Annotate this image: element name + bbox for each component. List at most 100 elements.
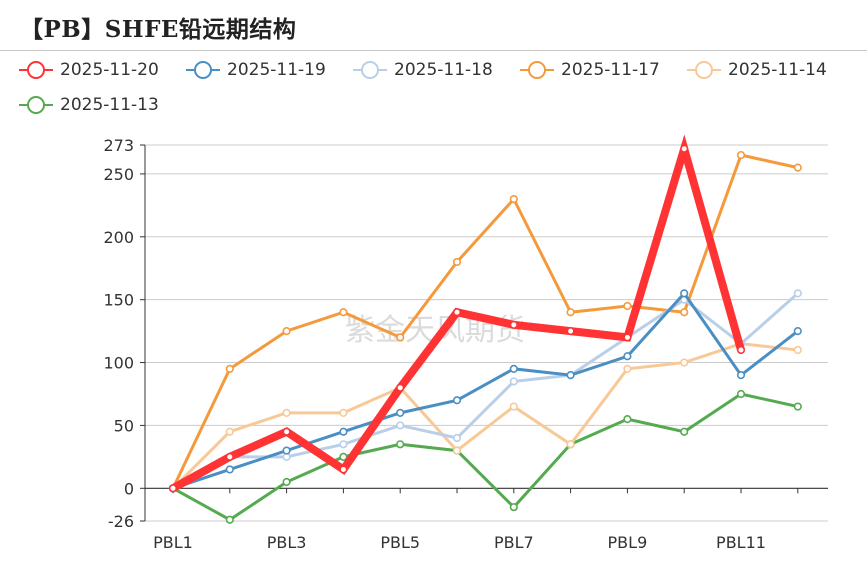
data-point xyxy=(339,452,348,461)
y-tick-label: -26 xyxy=(108,512,134,531)
data-point xyxy=(396,408,405,417)
y-axis: -26 0 50 100 150 200 250 273 xyxy=(103,136,146,531)
data-point xyxy=(339,465,348,474)
data-point xyxy=(452,308,462,317)
data-point xyxy=(225,364,234,373)
data-point xyxy=(793,289,802,298)
data-point xyxy=(282,427,291,436)
legend-label: 2025-11-13 xyxy=(60,95,159,115)
x-tick-label: PBL5 xyxy=(380,533,420,552)
legend-label: 2025-11-19 xyxy=(227,60,326,80)
data-point xyxy=(339,440,348,449)
data-point xyxy=(793,345,802,355)
data-point xyxy=(566,327,575,336)
data-point xyxy=(396,440,405,449)
legend-marker-icon xyxy=(687,61,721,79)
data-point xyxy=(452,433,462,443)
data-point xyxy=(509,503,518,512)
data-point xyxy=(566,440,575,449)
data-point xyxy=(509,402,518,411)
data-point xyxy=(396,383,405,392)
legend-marker-icon xyxy=(520,61,554,79)
data-point xyxy=(282,408,291,417)
data-point xyxy=(396,333,405,342)
legend-label: 2025-11-18 xyxy=(394,60,493,80)
data-point xyxy=(566,308,575,317)
data-point xyxy=(793,163,802,172)
legend-marker-icon xyxy=(353,61,387,79)
legend-item[interactable]: 2025-11-19 xyxy=(185,57,326,83)
data-point xyxy=(282,327,291,336)
legend-label: 2025-11-14 xyxy=(728,60,827,80)
data-point xyxy=(339,308,348,317)
data-point xyxy=(566,371,575,380)
data-point xyxy=(680,358,689,367)
x-tick-label: PBL3 xyxy=(267,533,307,552)
data-point xyxy=(282,477,291,487)
data-point xyxy=(225,465,234,474)
x-tick-label: PBL11 xyxy=(716,533,766,552)
data-point xyxy=(623,352,632,361)
data-point xyxy=(736,150,746,160)
data-point xyxy=(168,484,178,493)
x-tick-label: PBL1 xyxy=(153,533,193,552)
y-tick-label: 200 xyxy=(103,228,134,247)
data-point xyxy=(736,345,746,355)
series-line xyxy=(172,392,799,522)
data-point xyxy=(509,320,518,329)
series-2025-11-20 xyxy=(168,134,746,493)
title-divider xyxy=(0,50,867,51)
series-line xyxy=(172,290,799,490)
data-point xyxy=(680,289,689,298)
data-point xyxy=(452,396,462,405)
legend-marker-icon xyxy=(19,96,53,114)
legend-item[interactable]: 2025-11-17 xyxy=(519,57,660,83)
x-tick-label: PBL9 xyxy=(608,533,648,552)
series-line xyxy=(171,342,798,490)
data-point xyxy=(736,371,746,380)
data-point xyxy=(623,301,632,311)
data-point xyxy=(225,452,234,461)
data-point xyxy=(452,257,462,267)
y-tick-label: 0 xyxy=(124,479,134,498)
header: 【PB】SHFE铅远期结构 xyxy=(0,0,867,52)
data-point xyxy=(623,364,632,373)
data-point xyxy=(396,421,405,430)
series-line xyxy=(171,153,799,489)
data-point xyxy=(680,144,689,153)
data-point xyxy=(680,308,689,317)
data-point xyxy=(509,377,518,386)
data-point xyxy=(339,427,348,436)
data-point xyxy=(282,446,291,455)
data-point xyxy=(736,389,746,399)
data-point xyxy=(452,446,462,455)
y-tick-label: 50 xyxy=(114,416,134,435)
data-point xyxy=(225,515,234,524)
legend-label: 2025-11-17 xyxy=(561,60,660,80)
x-tick-label: PBL7 xyxy=(494,533,534,552)
data-point xyxy=(680,427,689,436)
legend-marker-icon xyxy=(186,61,220,79)
legend-item[interactable]: 2025-11-13 xyxy=(18,92,159,118)
y-tick-label: 150 xyxy=(103,291,134,310)
data-point xyxy=(623,415,632,424)
data-point xyxy=(793,327,802,336)
series-2025-11-17 xyxy=(168,150,802,493)
chart-title: 【PB】SHFE铅远期结构 xyxy=(20,16,297,43)
data-point xyxy=(509,364,518,373)
data-point xyxy=(225,427,234,436)
legend-item[interactable]: 2025-11-14 xyxy=(686,57,827,83)
x-axis: PBL1 PBL3 PBL5 PBL7 PBL9 PBL11 xyxy=(145,487,828,552)
y-tick-label: 250 xyxy=(103,165,134,184)
data-point xyxy=(793,402,802,411)
data-point xyxy=(509,194,518,204)
y-tick-label: 100 xyxy=(103,354,134,373)
legend-label: 2025-11-20 xyxy=(60,60,159,80)
data-point xyxy=(339,408,348,417)
legend-item[interactable]: 2025-11-18 xyxy=(352,57,493,83)
y-tick-label: 273 xyxy=(103,136,134,155)
data-point xyxy=(623,333,632,342)
legend-item[interactable]: 2025-11-20 xyxy=(18,57,159,83)
gridlines xyxy=(145,144,828,522)
